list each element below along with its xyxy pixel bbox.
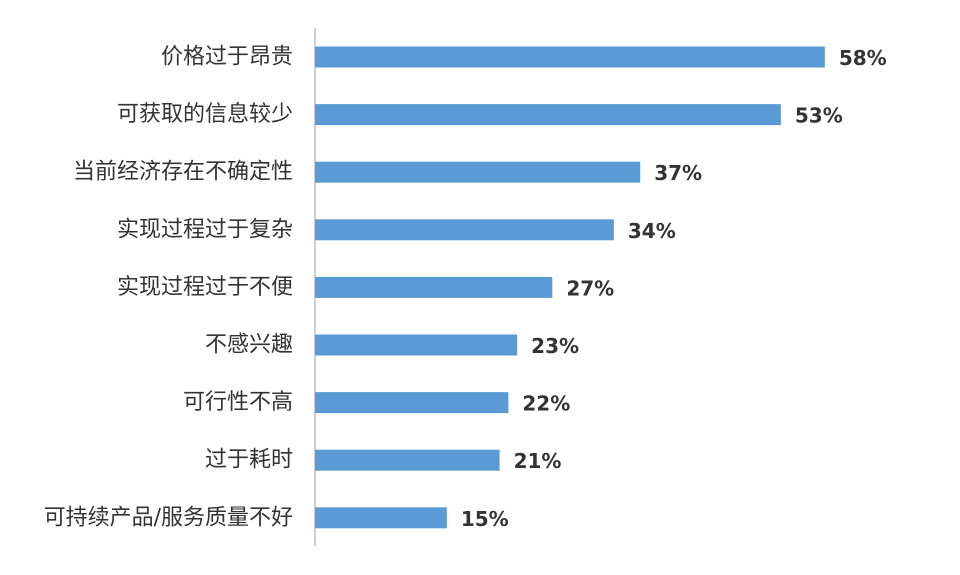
value-labels: 58% 53% 37% 34% 27% 23% 22% 21% 15% [461,46,887,531]
category-label: 可持续产品/服务质量不好 [44,505,293,530]
value-label: 15% [461,507,509,531]
bar [315,104,781,126]
bar [315,161,641,183]
category-label: 不感兴趣 [205,333,293,358]
bar [315,46,825,68]
value-label: 58% [839,46,887,70]
category-label: 价格过于昂贵 [161,45,293,70]
category-label: 当前经济存在不确定性 [73,160,293,185]
category-label: 过于耗时 [205,448,293,473]
bar [315,334,518,356]
value-label: 21% [514,449,562,473]
value-label: 27% [566,276,614,300]
bars-layer [315,46,825,529]
bar [315,392,509,414]
bar [315,219,614,241]
category-label: 实现过程过于复杂 [117,217,293,242]
category-labels: 价格过于昂贵可获取的信息较少当前经济存在不确定性实现过程过于复杂实现过程过于不便… [44,45,293,531]
value-label: 22% [522,392,570,416]
value-label: 23% [531,334,579,358]
category-label: 可获取的信息较少 [117,102,293,127]
category-label: 可行性不高 [183,390,293,415]
bar [315,276,553,298]
value-label: 34% [628,219,676,243]
bar [315,449,500,471]
category-label: 实现过程过于不便 [117,275,293,300]
bar [315,507,447,529]
value-label: 53% [795,104,843,128]
value-label: 37% [654,161,702,185]
